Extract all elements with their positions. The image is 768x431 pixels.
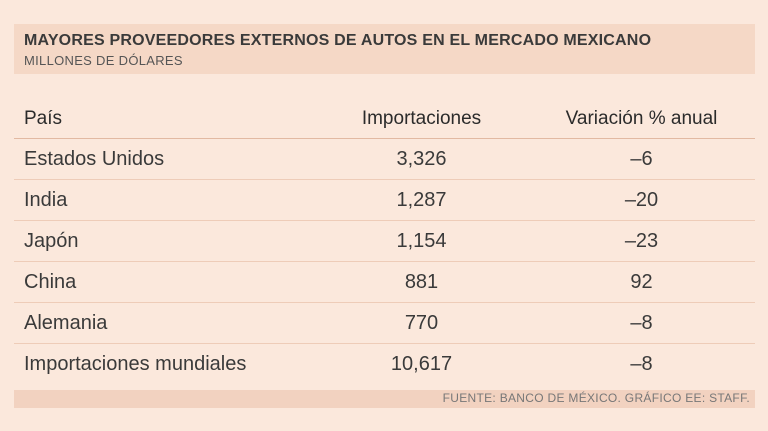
cell-variacion: –23 [624,229,659,252]
data-table: País Importaciones Variación % anual Est… [14,100,755,384]
table-row: Estados Unidos 3,326 –6 [14,139,755,180]
cell-importaciones: 881 [404,270,439,293]
table-row: India 1,287 –20 [14,180,755,221]
cell-pais: China [24,270,77,293]
cell-variacion: –8 [630,311,653,334]
table-row: Alemania 770 –8 [14,303,755,344]
column-header-variacion: Variación % anual [565,108,718,129]
column-header-importaciones: Importaciones [361,108,482,129]
cell-pais: Alemania [24,311,108,334]
cell-importaciones: 1,287 [396,188,447,211]
cell-pais: Estados Unidos [24,147,165,170]
chart-title: MAYORES PROVEEDORES EXTERNOS DE AUTOS EN… [24,32,652,49]
source-note: FUENTE: BANCO DE MÉXICO. GRÁFICO EE: STA… [442,391,750,405]
table-row-total: Importaciones mundiales 10,617 –8 [14,344,755,384]
cell-importaciones: 1,154 [396,229,447,252]
table-row: China 881 92 [14,262,755,303]
column-header-pais: País [24,108,63,129]
chart-subtitle: MILLONES DE DÓLARES [24,53,183,68]
table-header-row: País Importaciones Variación % anual [14,100,755,139]
cell-importaciones: 770 [404,311,439,334]
cell-variacion: –6 [630,147,653,170]
footer-band [14,390,755,408]
cell-importaciones: 3,326 [396,147,447,170]
cell-pais: Importaciones mundiales [24,352,247,375]
cell-variacion: 92 [630,270,653,293]
cell-importaciones: 10,617 [390,352,453,375]
header-band [14,24,755,74]
cell-variacion: –20 [624,188,659,211]
cell-pais: Japón [24,229,79,252]
cell-pais: India [24,188,68,211]
cell-variacion: –8 [630,352,653,375]
table-row: Japón 1,154 –23 [14,221,755,262]
